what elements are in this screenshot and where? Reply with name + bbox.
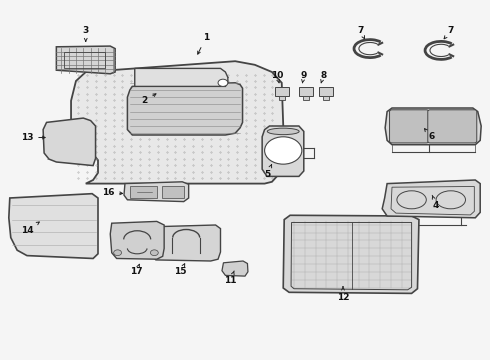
Circle shape (218, 79, 228, 86)
Polygon shape (385, 108, 481, 145)
Text: 10: 10 (270, 71, 283, 83)
Text: 5: 5 (264, 165, 271, 179)
Bar (279, 96, 285, 100)
FancyBboxPatch shape (390, 110, 429, 143)
Polygon shape (124, 182, 189, 202)
FancyBboxPatch shape (428, 110, 477, 143)
Text: 1: 1 (197, 33, 209, 54)
Text: 7: 7 (444, 26, 454, 39)
Bar (162, 186, 184, 198)
Bar (275, 87, 289, 96)
Polygon shape (56, 46, 115, 74)
Bar (299, 87, 313, 96)
Bar (64, 52, 105, 68)
Text: 13: 13 (21, 133, 45, 142)
Polygon shape (262, 126, 304, 176)
Text: 3: 3 (83, 26, 89, 41)
Text: 15: 15 (174, 264, 187, 276)
Polygon shape (127, 83, 243, 135)
Text: 11: 11 (224, 271, 237, 285)
Polygon shape (71, 61, 284, 184)
Text: 8: 8 (320, 71, 326, 83)
Text: 2: 2 (142, 94, 156, 105)
Polygon shape (149, 225, 220, 261)
Text: 17: 17 (130, 264, 143, 276)
Text: 6: 6 (424, 129, 434, 141)
Bar (323, 96, 329, 100)
Polygon shape (283, 215, 419, 293)
Polygon shape (135, 68, 228, 86)
Text: 12: 12 (337, 287, 349, 302)
Text: 7: 7 (357, 26, 365, 39)
Bar (130, 186, 157, 198)
Circle shape (265, 137, 302, 164)
Circle shape (150, 250, 158, 256)
Text: 16: 16 (101, 188, 122, 197)
Bar (303, 96, 309, 100)
Polygon shape (43, 118, 96, 166)
Circle shape (114, 250, 122, 256)
Polygon shape (222, 261, 248, 276)
Polygon shape (110, 221, 164, 259)
Text: 9: 9 (300, 71, 307, 83)
Ellipse shape (268, 128, 299, 135)
Text: 4: 4 (432, 195, 440, 210)
Polygon shape (9, 194, 98, 258)
Polygon shape (382, 180, 480, 218)
Bar (319, 87, 333, 96)
Text: 14: 14 (21, 222, 39, 235)
